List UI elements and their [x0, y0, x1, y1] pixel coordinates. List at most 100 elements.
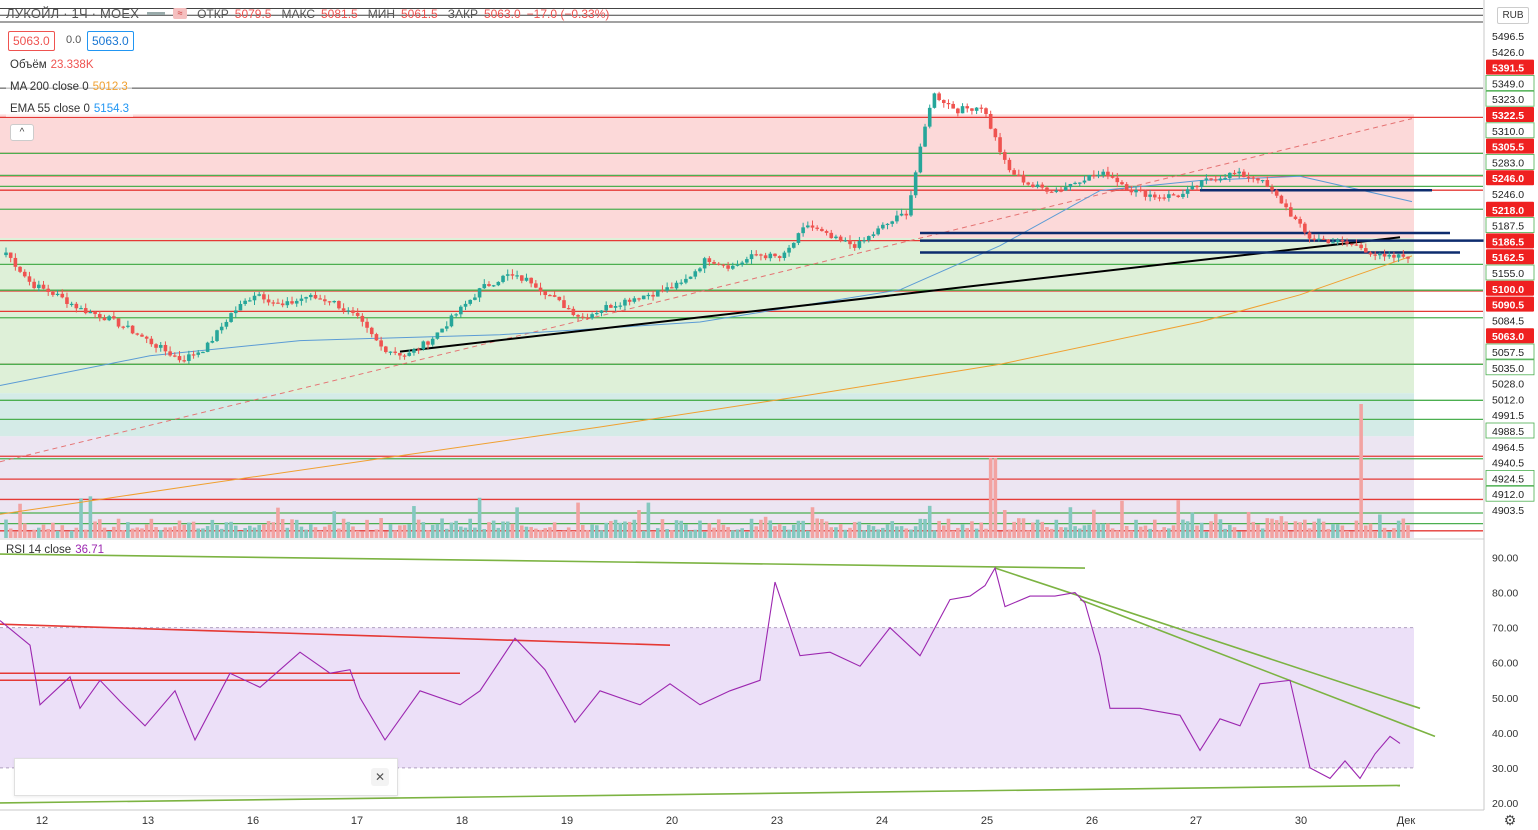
candle-body	[848, 240, 852, 245]
candle-body	[290, 301, 294, 304]
rsi-trend-line	[994, 567, 1421, 710]
candle-body	[745, 259, 749, 263]
volume-bar	[252, 527, 257, 538]
candle-body	[13, 257, 18, 267]
gear-icon[interactable]: ⚙	[1503, 812, 1517, 828]
candle-body	[1185, 189, 1190, 194]
compare-icon[interactable]: ≈	[173, 8, 188, 19]
volume-bar	[4, 519, 8, 538]
volume-bar	[1129, 530, 1134, 538]
volume-bar	[927, 505, 932, 538]
candle-body	[548, 295, 552, 297]
volume-bar	[88, 496, 93, 538]
volume-bar	[623, 521, 627, 538]
volume-bar	[1223, 528, 1227, 538]
candle-body	[1321, 238, 1326, 240]
candle-body	[524, 277, 529, 281]
volume-legend[interactable]: Объём 23.338K	[6, 57, 98, 73]
candle-body	[876, 228, 880, 235]
price-tick-label: 5090.5	[1492, 300, 1524, 312]
volume-bar	[974, 528, 979, 538]
volume-bar	[763, 516, 768, 538]
price-tick-label: 5426.0	[1492, 47, 1524, 59]
candle-body	[1138, 189, 1143, 192]
candle-body	[1274, 190, 1279, 196]
volume-bar	[1148, 528, 1152, 538]
candle-body	[440, 328, 444, 333]
volume-bar	[660, 519, 665, 538]
symbol-title[interactable]: ЛУКОЙЛ · 1Ч · MOEX	[6, 6, 140, 21]
ma-legend[interactable]: MA 200 close 0 5012.3	[6, 79, 132, 95]
price-tick-label: 5283.0	[1492, 157, 1524, 169]
volume-bar	[796, 520, 801, 538]
price-tick-label: 5028.0	[1492, 379, 1524, 391]
volume-bar	[1185, 521, 1190, 538]
candle-body	[1382, 253, 1387, 257]
volume-bar	[248, 525, 252, 538]
candle-body	[473, 297, 477, 300]
volume-bar	[848, 527, 852, 538]
candle-body	[571, 308, 576, 316]
candle-body	[543, 290, 548, 296]
volume-bar	[679, 520, 684, 538]
volume-bar	[135, 527, 140, 538]
volume-bar	[1181, 519, 1185, 538]
candle-body	[1190, 185, 1195, 190]
sell-button[interactable]: 5063.0	[8, 31, 55, 51]
volume-bar	[1124, 525, 1129, 538]
volume-bar	[412, 506, 416, 538]
volume-bar	[876, 529, 880, 538]
candle-body	[393, 351, 397, 353]
volume-bar	[824, 521, 829, 538]
price-label-highlight	[1486, 170, 1534, 186]
candle-body	[285, 301, 290, 306]
volume-bar	[665, 529, 669, 538]
price-label-highlight	[1486, 138, 1534, 154]
currency-button[interactable]: RUB	[1497, 7, 1529, 24]
rsi-legend[interactable]: RSI 14 close 36.71	[6, 544, 104, 556]
collapse-legend-button[interactable]: ^	[10, 124, 34, 141]
ema-legend[interactable]: EMA 55 close 0 5154.3	[6, 101, 134, 117]
volume-bar	[1096, 523, 1101, 538]
candle-body	[815, 227, 819, 229]
candle-body	[1026, 182, 1030, 185]
volume-bar	[538, 529, 543, 538]
price-tick-label: 5310.0	[1492, 126, 1524, 138]
candle-body	[22, 271, 27, 277]
candle-body	[1176, 195, 1181, 197]
candle-body	[979, 107, 984, 109]
volume-bar	[168, 527, 172, 538]
drag-handle-icon[interactable]	[147, 12, 166, 15]
price-label-frame	[1485, 153, 1535, 170]
candle-body	[646, 294, 651, 297]
time-tick-label: 16	[247, 815, 259, 827]
candle-body	[1199, 180, 1204, 187]
candle-body	[1162, 197, 1166, 199]
candle-body	[187, 354, 191, 361]
candle-body	[1059, 190, 1063, 192]
candle-body	[1256, 178, 1260, 181]
candle-body	[585, 317, 590, 319]
candle-body	[248, 300, 252, 302]
candle-body	[562, 300, 566, 309]
close-icon[interactable]: ✕	[371, 768, 389, 786]
candle-body	[824, 231, 829, 233]
candle-body	[1087, 175, 1091, 181]
candle-body	[1265, 180, 1270, 187]
price-tick-label: 4903.5	[1492, 505, 1524, 517]
volume-bar	[416, 519, 421, 538]
volume-bar	[1218, 519, 1223, 538]
buy-button[interactable]: 5063.0	[87, 31, 134, 51]
volume-bar	[1298, 522, 1302, 538]
candle-body	[482, 284, 487, 289]
candle-body	[1134, 189, 1138, 193]
candle-body	[1063, 187, 1068, 191]
volume-bar	[1068, 507, 1073, 538]
candle-body	[674, 282, 679, 289]
volume-bar	[791, 524, 796, 538]
candle-body	[890, 221, 895, 224]
volume-bar	[196, 528, 201, 538]
candle-body	[243, 300, 247, 305]
candle-body	[998, 137, 1002, 153]
